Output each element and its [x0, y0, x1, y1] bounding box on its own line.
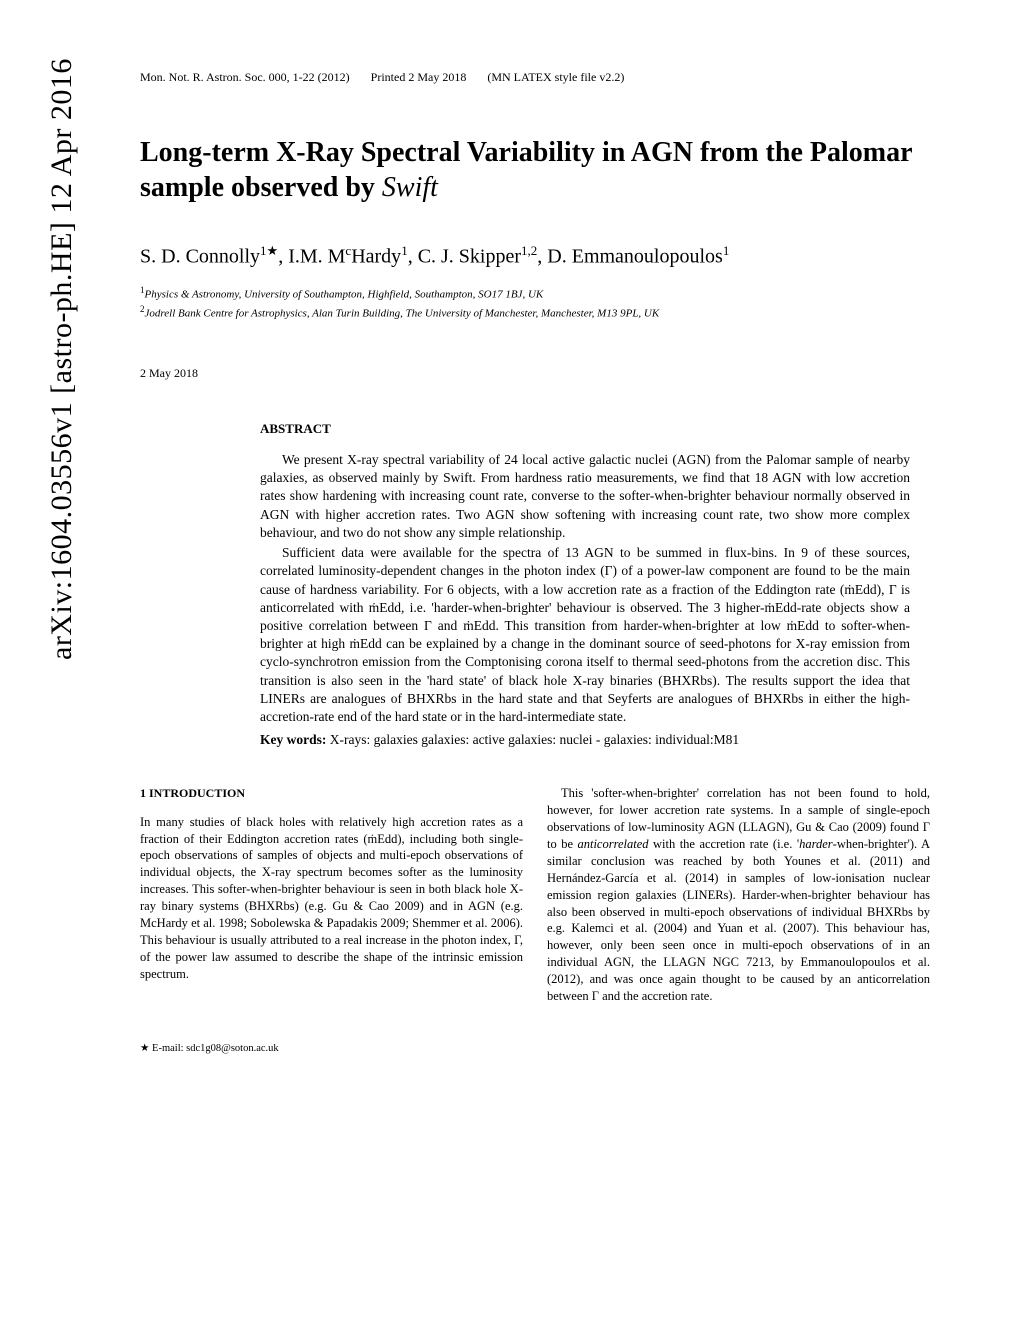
title-main: Long-term X-Ray Spectral Variability in …: [140, 137, 912, 203]
keywords: Key words: X-rays: galaxies galaxies: ac…: [260, 731, 910, 749]
page-content: Mon. Not. R. Astron. Soc. 000, 1-22 (201…: [0, 0, 1020, 1097]
intro-para-2: This 'softer-when-brighter' correlation …: [547, 785, 930, 1004]
section-1-heading: 1 INTRODUCTION: [140, 785, 523, 801]
abstract-section: ABSTRACT We present X-ray spectral varia…: [260, 421, 910, 750]
column-right: This 'softer-when-brighter' correlation …: [547, 785, 930, 1056]
abstract-para-1: We present X-ray spectral variability of…: [260, 451, 910, 542]
manuscript-date: 2 May 2018: [140, 366, 930, 381]
intro-para-1: In many studies of black holes with rela…: [140, 814, 523, 983]
keywords-label: Key words:: [260, 732, 326, 747]
abstract-para-2: Sufficient data were available for the s…: [260, 544, 910, 726]
title-swift: Swift: [382, 172, 438, 203]
affiliation-1: 1Physics & Astronomy, University of Sout…: [140, 284, 930, 303]
abstract-text: We present X-ray spectral variability of…: [260, 451, 910, 750]
print-date: Printed 2 May 2018: [371, 70, 467, 84]
body-columns: 1 INTRODUCTION In many studies of black …: [140, 785, 930, 1056]
affiliation-2: 2Jodrell Bank Centre for Astrophysics, A…: [140, 303, 930, 322]
footnote-email: ★ E-mail: sdc1g08@soton.ac.uk: [140, 1042, 523, 1056]
author-list: S. D. Connolly1★, I.M. McHardy1, C. J. S…: [140, 243, 930, 270]
journal-header: Mon. Not. R. Astron. Soc. 000, 1-22 (201…: [140, 70, 930, 85]
latex-style-note: (MN LATEX style file v2.2): [487, 70, 624, 84]
keywords-text: X-rays: galaxies galaxies: active galaxi…: [326, 732, 739, 747]
affiliations: 1Physics & Astronomy, University of Sout…: [140, 284, 930, 322]
journal-ref: Mon. Not. R. Astron. Soc. 000, 1-22 (201…: [140, 70, 350, 84]
abstract-heading: ABSTRACT: [260, 421, 910, 437]
column-left: 1 INTRODUCTION In many studies of black …: [140, 785, 523, 1056]
paper-title: Long-term X-Ray Spectral Variability in …: [140, 135, 930, 205]
